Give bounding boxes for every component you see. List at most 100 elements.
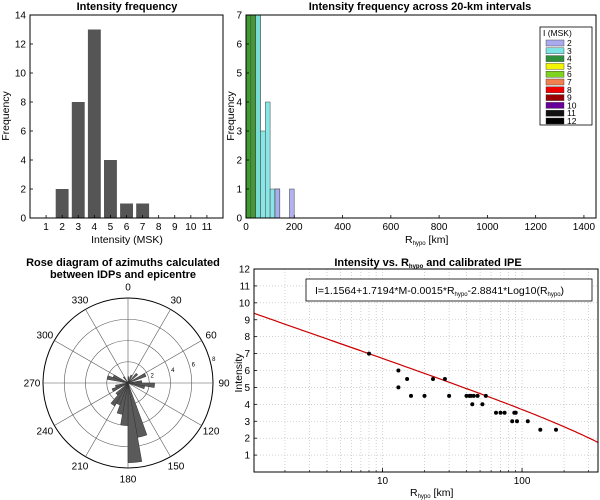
chart3-title-line2: between IDPs and epicentre bbox=[50, 269, 196, 281]
x-tick-label: 1 bbox=[43, 222, 49, 233]
y-tick-label: 14 bbox=[15, 11, 27, 22]
rose-sector bbox=[110, 382, 129, 407]
chart2-title: Intensity frequency across 20-km interva… bbox=[309, 1, 532, 13]
legend-swatch bbox=[545, 86, 565, 94]
rose-sector bbox=[127, 382, 145, 390]
rose-angle-label: 120 bbox=[203, 427, 220, 438]
legend-label: 9 bbox=[567, 93, 572, 103]
y-tick-label: 2 bbox=[20, 185, 26, 196]
legend-swatch bbox=[545, 55, 565, 62]
legend-label: 10 bbox=[567, 100, 577, 110]
x-tick-label: 4 bbox=[92, 222, 98, 233]
chart4-title: Intensity vs. Rhypo and calibrated IPE bbox=[334, 257, 521, 270]
legend-swatch bbox=[545, 94, 565, 101]
observation-point bbox=[409, 393, 413, 398]
observation-point bbox=[538, 427, 543, 432]
observation-point bbox=[471, 393, 476, 398]
rose-sector bbox=[127, 372, 139, 384]
y-tick-label: 9 bbox=[244, 315, 250, 326]
observation-point bbox=[554, 427, 558, 432]
rose-angle-label: 150 bbox=[168, 462, 185, 473]
chart1-title: Intensity frequency bbox=[77, 1, 179, 13]
interval-bar bbox=[260, 130, 266, 219]
legend-label: 6 bbox=[567, 69, 572, 79]
legend-label: 12 bbox=[567, 116, 577, 126]
x-tick-label: 11 bbox=[202, 222, 213, 233]
x-tick-label: 9 bbox=[172, 222, 178, 233]
x-tick-label: 100 bbox=[514, 476, 531, 487]
rose-angle-label: 270 bbox=[24, 379, 41, 390]
chart2-y-axis-label: Frequency bbox=[225, 90, 237, 140]
rose-sector bbox=[115, 382, 129, 388]
intensity-bar bbox=[55, 189, 69, 218]
ipe-formula-text: I=1.1564+1.7194*M-0.0015*Rhypo-2.8841*Lo… bbox=[315, 285, 564, 298]
y-tick-label: 10 bbox=[239, 298, 251, 309]
legend-swatch bbox=[545, 109, 565, 117]
observation-point bbox=[447, 393, 452, 398]
intensity-bar bbox=[71, 102, 85, 218]
legend-swatch bbox=[545, 70, 565, 78]
x-tick-label: 2 bbox=[59, 222, 65, 233]
y-tick-label: 2 bbox=[244, 434, 250, 445]
observation-point bbox=[422, 393, 427, 398]
observation-point bbox=[510, 419, 515, 424]
y-tick-label: 1 bbox=[236, 185, 242, 196]
observation-point bbox=[480, 402, 485, 407]
chart3-title-line1: Rose diagram of azimuths calculated bbox=[26, 257, 220, 269]
rose-sector bbox=[115, 382, 129, 396]
y-tick-label: 0 bbox=[20, 214, 26, 225]
y-tick-label: 4 bbox=[20, 156, 26, 167]
observation-point bbox=[442, 377, 447, 381]
chart4-y-axis-label: Intensity bbox=[233, 353, 245, 393]
y-tick-label: 12 bbox=[15, 40, 27, 51]
y-tick-label: 7 bbox=[244, 349, 250, 360]
intensity-bar bbox=[136, 203, 150, 218]
observation-point bbox=[483, 393, 488, 398]
intensity-bar bbox=[87, 29, 101, 218]
legend-label: 11 bbox=[567, 108, 576, 118]
x-tick-label: 8 bbox=[156, 222, 162, 233]
y-tick-label: 0 bbox=[236, 214, 242, 225]
y-tick-label: 1 bbox=[244, 451, 250, 462]
legend-swatch bbox=[545, 47, 565, 54]
interval-bar bbox=[269, 188, 276, 219]
y-tick-label: 6 bbox=[236, 40, 242, 51]
rose-angle-label: 30 bbox=[170, 295, 182, 306]
rose-sector bbox=[112, 374, 129, 384]
observation-point bbox=[475, 393, 480, 398]
observation-point bbox=[498, 410, 503, 415]
y-tick-label: 4 bbox=[236, 98, 242, 109]
y-tick-label: 12 bbox=[239, 265, 251, 276]
observation-point bbox=[367, 351, 371, 356]
y-tick-label: 5 bbox=[244, 383, 250, 394]
ipe-fit-line bbox=[253, 312, 599, 443]
interval-bar bbox=[274, 188, 281, 219]
observation-point bbox=[396, 385, 401, 390]
y-tick-label: 3 bbox=[244, 417, 250, 428]
interval-bar bbox=[245, 14, 252, 219]
interval-bar bbox=[250, 14, 256, 219]
legend-swatch bbox=[545, 39, 565, 47]
observation-point bbox=[515, 419, 519, 424]
y-tick-label: 2 bbox=[236, 156, 242, 167]
intensity-frequency-intervals-chart: Intensity frequency across 20-km interva… bbox=[225, 1, 597, 247]
legend-label: 3 bbox=[567, 46, 572, 56]
rose-sector bbox=[111, 382, 129, 392]
y-tick-label: 8 bbox=[244, 332, 250, 343]
rose-ring-label: 4 bbox=[171, 368, 175, 374]
rose-angle-label: 300 bbox=[37, 331, 54, 342]
rose-angle-label: 0 bbox=[125, 283, 131, 294]
x-tick-label: 1000 bbox=[476, 222, 499, 233]
rose-angle-label: 210 bbox=[72, 462, 89, 473]
rose-angle-label: 90 bbox=[218, 379, 230, 390]
legend-label: 2 bbox=[567, 38, 572, 48]
interval-bar bbox=[265, 101, 271, 219]
rose-angle-label: 330 bbox=[72, 295, 89, 306]
rose-sector bbox=[127, 382, 143, 463]
y-tick-label: 6 bbox=[244, 366, 250, 377]
interval-bar bbox=[255, 14, 261, 219]
legend-label: 7 bbox=[567, 77, 572, 87]
observation-point bbox=[494, 410, 498, 415]
